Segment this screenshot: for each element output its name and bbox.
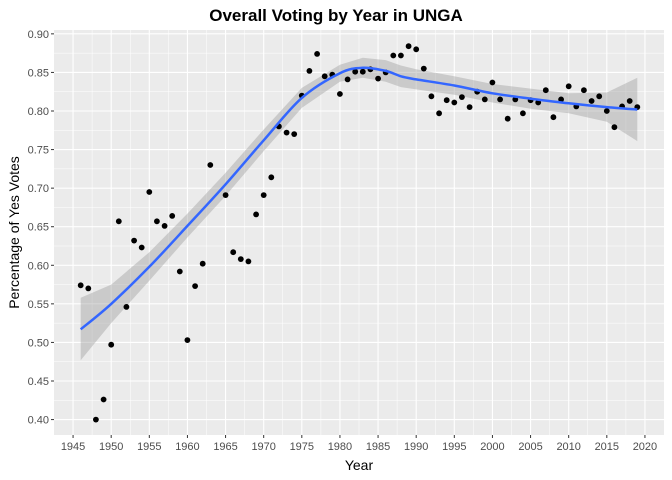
data-point — [85, 285, 92, 292]
data-point — [337, 91, 343, 97]
y-tick-label: 0.90 — [28, 29, 49, 41]
y-tick-label: 0.70 — [28, 183, 49, 195]
data-point — [245, 258, 252, 265]
data-point — [420, 65, 427, 72]
x-tick-label: 1960 — [175, 441, 199, 453]
data-point — [504, 115, 511, 122]
data-point — [314, 51, 320, 57]
x-axis-ticks: 1945 1950 1955 1960 1965 1970 1975 1980 1985 1990… — [61, 435, 657, 453]
data-point — [146, 189, 153, 195]
x-tick-label: 1980 — [328, 441, 352, 453]
x-tick-label: 1970 — [251, 441, 275, 453]
y-tick-label: 0.75 — [28, 145, 49, 157]
data-point — [550, 114, 557, 121]
data-point — [207, 162, 214, 168]
data-point — [260, 192, 267, 199]
data-point — [176, 268, 183, 275]
data-point — [481, 96, 488, 103]
data-point — [184, 337, 191, 343]
x-tick-label: 2005 — [518, 441, 542, 453]
x-tick-label: 2010 — [556, 441, 580, 453]
data-point — [443, 97, 450, 104]
data-point — [436, 110, 442, 117]
data-point — [306, 68, 313, 74]
data-point — [291, 131, 298, 138]
data-point — [359, 68, 366, 75]
data-point — [611, 124, 618, 131]
x-tick-label: 1965 — [213, 441, 237, 453]
data-point — [542, 87, 549, 94]
data-point — [237, 256, 244, 262]
data-point — [100, 396, 107, 403]
y-tick-label: 0.85 — [28, 67, 49, 79]
data-point — [344, 76, 351, 83]
data-point — [603, 108, 610, 114]
data-point — [123, 304, 130, 310]
data-point — [489, 79, 496, 86]
chart-title: Overall Voting by Year in UNGA — [209, 6, 463, 25]
data-point — [222, 192, 229, 199]
data-point — [352, 68, 359, 75]
x-axis-title: Year — [345, 457, 374, 473]
y-tick-label: 0.50 — [28, 337, 49, 349]
data-point — [466, 104, 473, 110]
x-tick-label: 1995 — [442, 441, 466, 453]
data-point — [321, 73, 328, 80]
y-tick-label: 0.45 — [28, 376, 49, 388]
data-point — [154, 218, 160, 225]
x-tick-label: 1945 — [61, 441, 85, 453]
x-tick-label: 1955 — [137, 441, 161, 453]
x-tick-label: 1990 — [404, 441, 428, 453]
data-point — [497, 96, 503, 103]
data-point — [283, 129, 290, 136]
y-tick-label: 0.80 — [28, 106, 49, 118]
data-point — [596, 93, 603, 100]
data-point — [565, 83, 572, 90]
y-axis-title: Percentage of Yes Votes — [6, 156, 22, 309]
data-point — [581, 87, 587, 94]
x-tick-label: 2015 — [595, 441, 619, 453]
data-point — [77, 282, 84, 289]
data-point — [192, 283, 199, 289]
data-point — [230, 249, 237, 256]
x-tick-label: 1975 — [290, 441, 314, 453]
confidence-band — [80, 57, 638, 361]
smooth-trend-line — [79, 66, 638, 331]
data-point — [108, 341, 115, 348]
x-tick-label: 2000 — [480, 441, 504, 453]
data-point — [520, 110, 526, 117]
y-axis-ticks: 0.40 0.45 0.50 0.55 0.60 0.65 0.70 0.75 0.80 0.85… — [28, 29, 54, 427]
x-tick-label: 1985 — [366, 441, 390, 453]
data-point — [626, 98, 633, 104]
data-point — [413, 46, 420, 53]
data-point — [451, 99, 458, 106]
data-point — [253, 211, 259, 218]
grid-minor — [54, 30, 664, 435]
data-point — [93, 416, 99, 423]
data-point — [131, 237, 138, 244]
data-point — [161, 223, 168, 229]
y-tick-label: 0.40 — [28, 415, 49, 427]
data-point — [398, 52, 404, 59]
data-point — [169, 213, 176, 219]
data-point — [588, 98, 595, 104]
data-point — [268, 174, 275, 181]
data-point — [405, 43, 412, 50]
y-tick-label: 0.60 — [28, 260, 49, 272]
data-point — [375, 75, 381, 82]
data-point — [428, 93, 435, 100]
y-tick-label: 0.65 — [28, 222, 49, 234]
data-point — [138, 244, 145, 251]
grid-major — [54, 30, 664, 435]
data-point — [115, 218, 122, 225]
y-tick-label: 0.55 — [28, 299, 49, 311]
data-point — [390, 52, 397, 59]
data-point — [558, 96, 564, 103]
x-tick-label: 1950 — [99, 441, 123, 453]
x-tick-label: 2020 — [633, 441, 657, 453]
data-point — [459, 94, 465, 100]
data-point — [199, 260, 206, 267]
